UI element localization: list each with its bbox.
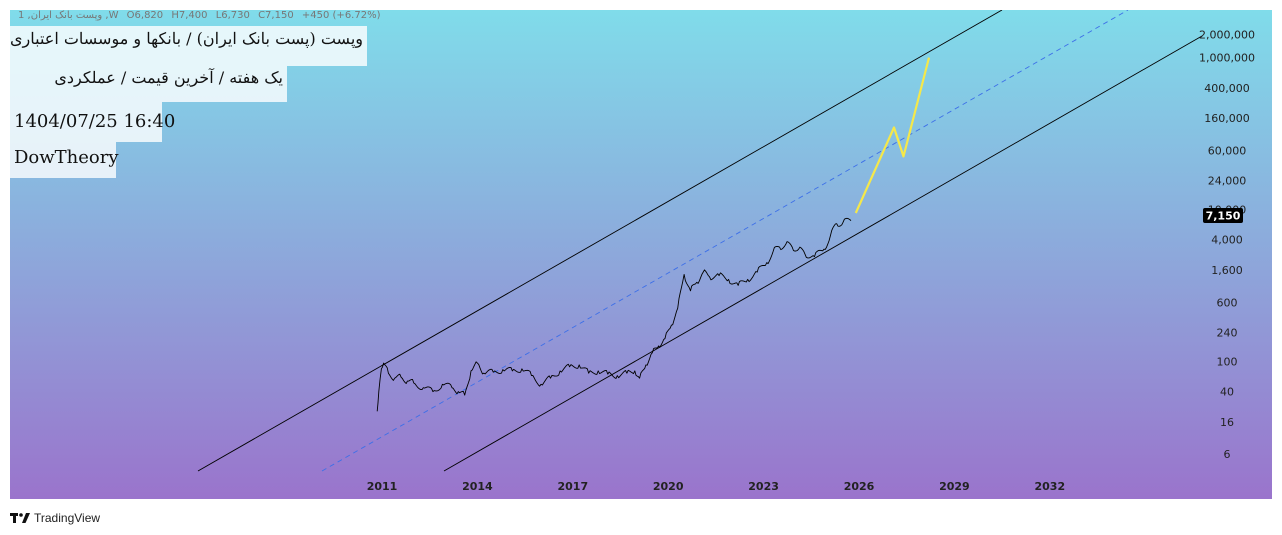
channel-upper-line[interactable] bbox=[197, 10, 1003, 472]
high-value: H7,400 bbox=[171, 10, 208, 21]
series-layer bbox=[376, 57, 931, 412]
datetime-label: 1404/07/25 16:40 bbox=[10, 102, 175, 142]
x-tick-label: 2029 bbox=[939, 480, 970, 493]
y-tick-label: 2,000,000 bbox=[1199, 29, 1255, 42]
symbol-title: وپست (پست بانک ایران) / بانکها و موسسات … bbox=[10, 26, 367, 66]
y-tick-label: 100 bbox=[1217, 355, 1238, 368]
price-series-line[interactable] bbox=[376, 217, 852, 412]
channel-midline[interactable] bbox=[321, 10, 1129, 472]
channel-lower-line[interactable] bbox=[443, 35, 1203, 472]
channel-drawings[interactable] bbox=[197, 10, 1203, 472]
y-axis[interactable]: 616401002406001,6004,00010,00024,00060,0… bbox=[1199, 29, 1255, 461]
last-price-badge bbox=[1203, 208, 1243, 223]
chart-area[interactable]: 616401002406001,6004,00010,00024,00060,0… bbox=[10, 10, 1272, 499]
y-tick-label: 1,600 bbox=[1211, 264, 1243, 277]
branding[interactable]: TradingView bbox=[10, 508, 100, 528]
y-tick-label: 40 bbox=[1220, 386, 1234, 399]
x-tick-label: 2032 bbox=[1034, 480, 1065, 493]
x-tick-label: 2014 bbox=[462, 480, 493, 493]
y-tick-label: 24,000 bbox=[1208, 175, 1247, 188]
interval-label: یک هفته / آخرین قیمت / عملکردی bbox=[10, 66, 287, 102]
y-tick-label: 400,000 bbox=[1204, 82, 1250, 95]
close-value: C7,150 bbox=[258, 10, 294, 21]
y-tick-label: 600 bbox=[1217, 296, 1238, 309]
tradingview-label: TradingView bbox=[34, 511, 101, 525]
x-tick-label: 2026 bbox=[844, 480, 875, 493]
change-value: +450 (+6.72%) bbox=[301, 10, 381, 21]
y-tick-label: 4,000 bbox=[1211, 234, 1243, 247]
y-tick-label: 160,000 bbox=[1204, 112, 1250, 125]
symbol-label: 1 ,وپست بانک ایران ,W bbox=[18, 10, 119, 21]
x-tick-label: 2011 bbox=[367, 480, 398, 493]
y-tick-label: 6 bbox=[1224, 448, 1231, 461]
last-price-label: 7,150 bbox=[1206, 210, 1241, 223]
ohlc-readout: 1 ,وپست بانک ایران ,W O6,820 H7,400 L6,7… bbox=[18, 10, 385, 21]
projection-line[interactable] bbox=[854, 57, 931, 214]
x-axis[interactable]: 2011 2014 2017 2020 2023 2026 2029 2032 bbox=[367, 480, 1065, 493]
x-tick-label: 2023 bbox=[748, 480, 779, 493]
tradingview-logo-icon bbox=[10, 513, 30, 523]
last-price-marker: 7,150 bbox=[1203, 208, 1243, 223]
x-tick-label: 2017 bbox=[557, 480, 588, 493]
low-value: L6,730 bbox=[215, 10, 250, 21]
y-tick-label: 16 bbox=[1220, 416, 1234, 429]
open-value: O6,820 bbox=[126, 10, 164, 21]
y-tick-label: 1,000,000 bbox=[1199, 52, 1255, 65]
y-tick-label: 60,000 bbox=[1208, 144, 1247, 157]
y-tick-label: 240 bbox=[1217, 327, 1238, 340]
author-label: DowTheory bbox=[10, 142, 119, 178]
x-tick-label: 2020 bbox=[653, 480, 684, 493]
